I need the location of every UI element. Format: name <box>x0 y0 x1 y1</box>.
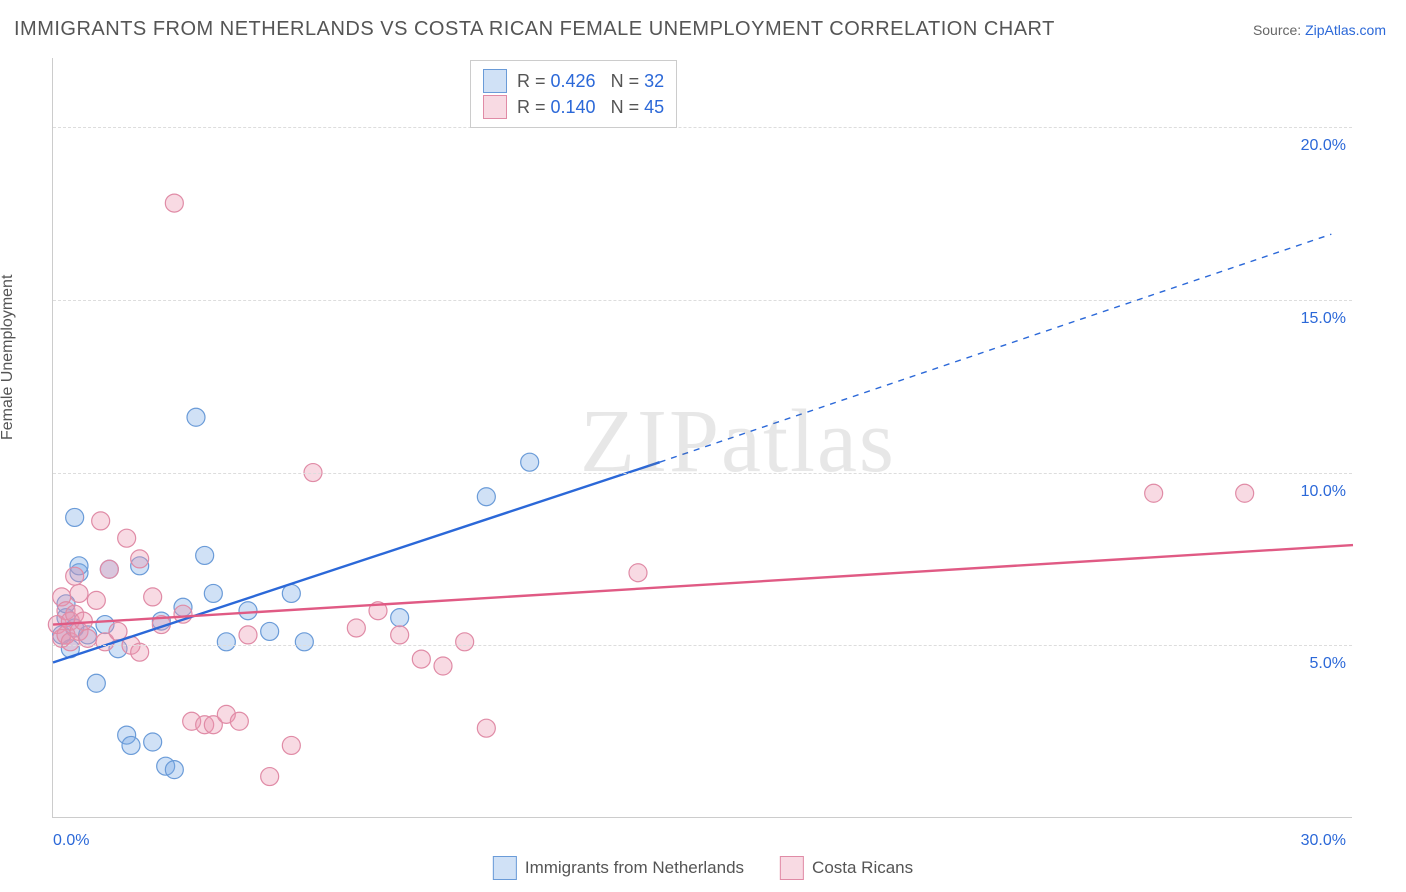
data-point-costa_ricans <box>477 719 495 737</box>
data-point-costa_ricans <box>629 564 647 582</box>
data-point-costa_ricans <box>434 657 452 675</box>
data-point-costa_ricans <box>92 512 110 530</box>
x-tick-label: 30.0% <box>1301 832 1346 850</box>
data-point-costa_ricans <box>456 633 474 651</box>
stats-row-costa_ricans: R = 0.140 N = 45 <box>483 95 664 119</box>
data-point-netherlands <box>66 508 84 526</box>
data-point-costa_ricans <box>118 529 136 547</box>
data-point-netherlands <box>165 761 183 779</box>
data-point-netherlands <box>187 408 205 426</box>
data-point-costa_ricans <box>100 560 118 578</box>
source-label: Source: <box>1253 22 1301 38</box>
stats-row-netherlands: R = 0.426 N = 32 <box>483 69 664 93</box>
data-point-netherlands <box>217 633 235 651</box>
data-point-costa_ricans <box>347 619 365 637</box>
data-point-costa_ricans <box>66 567 84 585</box>
stats-legend: R = 0.426 N = 32 R = 0.140 N = 45 <box>470 60 677 128</box>
source-link[interactable]: ZipAtlas.com <box>1305 22 1386 38</box>
data-point-costa_ricans <box>1236 484 1254 502</box>
data-point-costa_ricans <box>230 712 248 730</box>
data-point-costa_ricans <box>165 194 183 212</box>
data-point-costa_ricans <box>282 736 300 754</box>
stats-text-netherlands: R = 0.426 N = 32 <box>517 71 664 92</box>
data-point-netherlands <box>261 622 279 640</box>
swatch-costa_ricans <box>483 95 507 119</box>
x-tick-label: 0.0% <box>53 832 89 850</box>
y-tick-label: 20.0% <box>1301 137 1346 155</box>
data-point-costa_ricans <box>261 768 279 786</box>
data-point-netherlands <box>391 609 409 627</box>
series-legend: Immigrants from Netherlands Costa Ricans <box>493 856 913 880</box>
watermark-rest: atlas <box>721 392 896 491</box>
data-point-netherlands <box>122 736 140 754</box>
legend-label-netherlands: Immigrants from Netherlands <box>525 858 744 878</box>
source-attribution: Source: ZipAtlas.com <box>1253 22 1386 38</box>
swatch-netherlands <box>493 856 517 880</box>
data-point-costa_ricans <box>144 588 162 606</box>
y-tick-label: 15.0% <box>1301 310 1346 328</box>
data-point-costa_ricans <box>1145 484 1163 502</box>
legend-item-netherlands: Immigrants from Netherlands <box>493 856 744 880</box>
data-point-netherlands <box>239 602 257 620</box>
data-point-costa_ricans <box>131 550 149 568</box>
data-point-costa_ricans <box>239 626 257 644</box>
stats-text-costa_ricans: R = 0.140 N = 45 <box>517 97 664 118</box>
chart-title: IMMIGRANTS FROM NETHERLANDS VS COSTA RIC… <box>14 18 1055 41</box>
data-point-costa_ricans <box>412 650 430 668</box>
data-point-netherlands <box>477 488 495 506</box>
data-point-netherlands <box>521 453 539 471</box>
data-point-costa_ricans <box>74 612 92 630</box>
data-point-costa_ricans <box>70 584 88 602</box>
legend-item-costa_ricans: Costa Ricans <box>780 856 913 880</box>
trend-line-costa_ricans <box>53 545 1353 624</box>
y-tick-label: 10.0% <box>1301 483 1346 501</box>
gridline-h <box>53 300 1352 301</box>
data-point-netherlands <box>196 546 214 564</box>
watermark: ZIPatlas <box>580 390 896 493</box>
swatch-netherlands <box>483 69 507 93</box>
gridline-h <box>53 127 1352 128</box>
swatch-costa_ricans <box>780 856 804 880</box>
y-tick-label: 5.0% <box>1310 655 1346 673</box>
data-point-netherlands <box>144 733 162 751</box>
data-point-costa_ricans <box>87 591 105 609</box>
chart-container: IMMIGRANTS FROM NETHERLANDS VS COSTA RIC… <box>0 0 1406 892</box>
data-point-netherlands <box>204 584 222 602</box>
watermark-bold: ZIP <box>580 392 721 491</box>
legend-label-costa_ricans: Costa Ricans <box>812 858 913 878</box>
data-point-costa_ricans <box>391 626 409 644</box>
data-point-netherlands <box>295 633 313 651</box>
y-axis-label: Female Unemployment <box>0 275 17 440</box>
data-point-netherlands <box>87 674 105 692</box>
gridline-h <box>53 645 1352 646</box>
